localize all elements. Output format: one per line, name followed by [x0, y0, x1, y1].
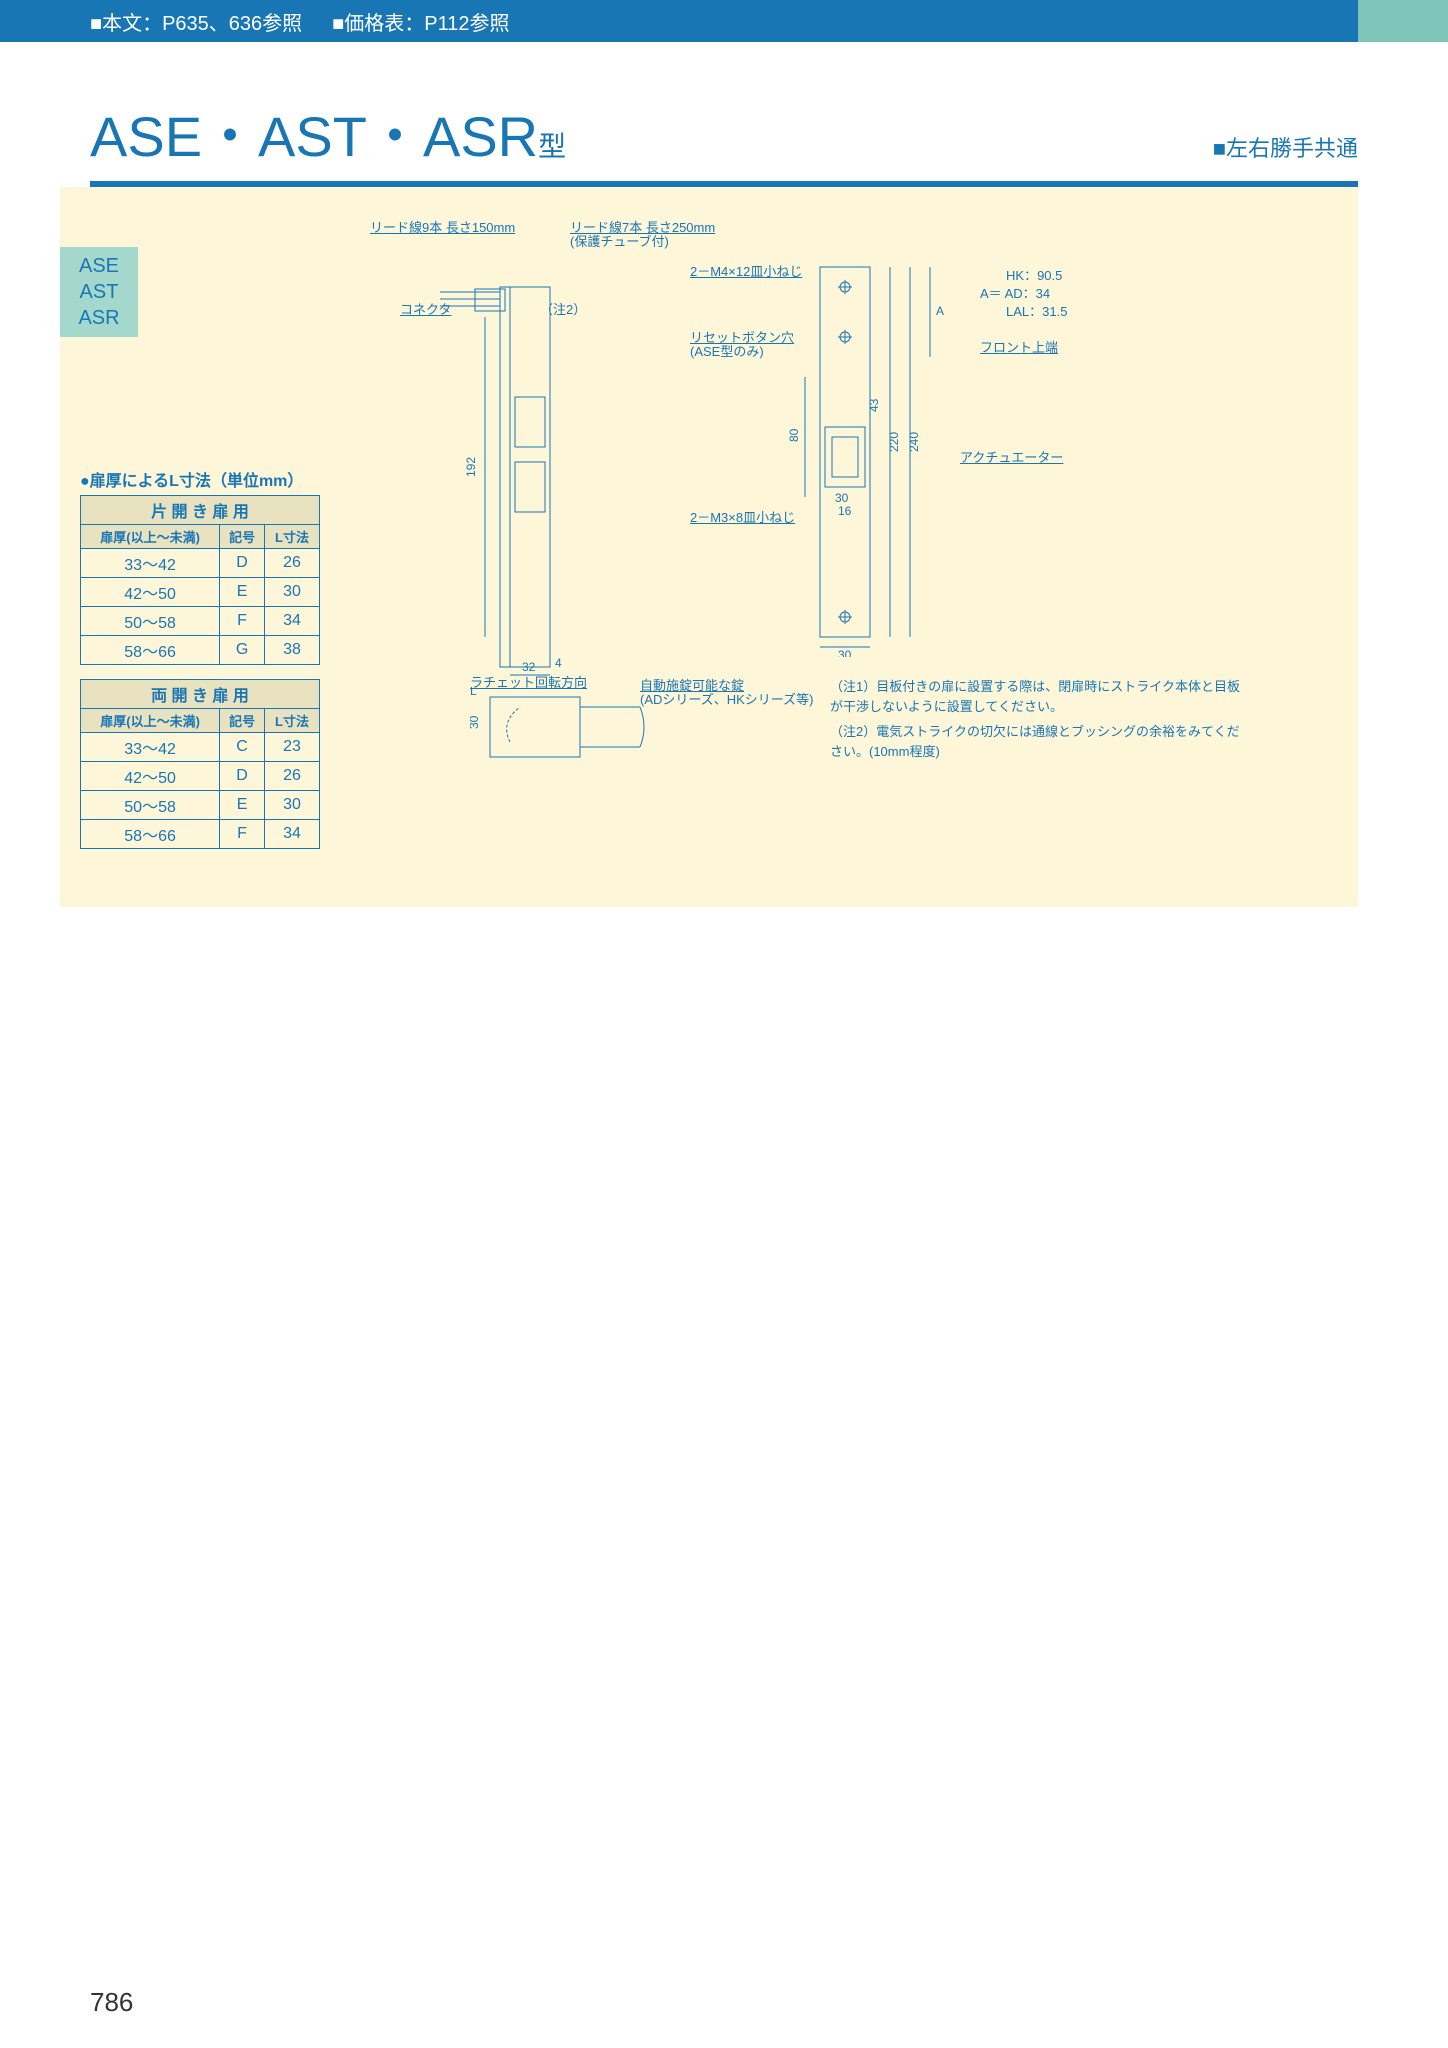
tables-caption: ●扉厚によるL寸法（単位mm） [80, 467, 340, 491]
right-drawing: 220 240 80 43 30 16 30 A [720, 237, 1000, 657]
diagram-area: 192 32 4 [360, 217, 1338, 797]
label-front-top: フロント上端 [980, 337, 1058, 356]
label-connector: コネクタ [400, 299, 451, 318]
label-autolock-sub: (ADシリーズ、HKシリーズ等) [640, 689, 813, 708]
svg-text:220: 220 [887, 432, 901, 452]
svg-text:4: 4 [555, 656, 562, 670]
note-2: （注2）電気ストライクの切欠には通線とブッシングの余裕をみてください。(10mm… [830, 722, 1250, 761]
notes-block: （注1）目板付きの扉に設置する際は、閉扉時にストライク本体と目板が干渉しないよう… [830, 677, 1250, 761]
note-1: （注1）目板付きの扉に設置する際は、閉扉時にストライク本体と目板が干渉しないよう… [830, 677, 1250, 716]
title-right-note: ■左右勝手共通 [1213, 131, 1358, 163]
label-lead9: リード線9本 長さ150mm [370, 217, 515, 236]
content-panel: ASE AST ASR ●扉厚によるL寸法（単位mm） 片 開 き 扉 用 扉厚… [60, 187, 1358, 907]
product-title: ASE・AST・ASR型 [90, 92, 566, 173]
table-double-door: 両 開 き 扉 用 扉厚(以上～未満) 記号 L寸法 33～42C23 42～5… [80, 679, 320, 849]
label-reset-sub: (ASE型のみ) [690, 341, 764, 360]
top-reference-bar: ■本文：P635、636参照 ■価格表：P112参照 [0, 0, 1448, 42]
teal-corner-strip [1358, 0, 1448, 42]
label-ratchet: ラチェット回転方向 [470, 672, 587, 691]
svg-text:192: 192 [464, 457, 478, 477]
t2-header: 両 開 き 扉 用 [81, 680, 320, 709]
svg-text:80: 80 [787, 428, 801, 442]
svg-text:A: A [936, 304, 944, 318]
side-tab: ASE AST ASR [60, 247, 138, 337]
title-main-text: ASE・AST・ASR [90, 105, 538, 168]
svg-text:30: 30 [838, 648, 852, 657]
t1-header: 片 開 き 扉 用 [81, 496, 320, 525]
page-number: 786 [90, 1987, 133, 2018]
label-m3: 2－M3×8皿小ねじ [690, 507, 795, 526]
title-row: ASE・AST・ASR型 ■左右勝手共通 [0, 42, 1448, 181]
label-actuator: アクチュエーター [960, 447, 1063, 466]
table-single-door: 片 開 き 扉 用 扉厚(以上～未満) 記号 L寸法 33～42D26 42～5… [80, 495, 320, 665]
svg-text:43: 43 [867, 398, 881, 412]
svg-text:240: 240 [907, 432, 921, 452]
label-m4: 2－M4×12皿小ねじ [690, 261, 802, 280]
svg-text:30: 30 [835, 491, 849, 505]
label-tube: (保護チューブ付) [570, 231, 669, 250]
ref-text-body: ■本文：P635、636参照 [90, 7, 302, 36]
svg-text:30: 30 [470, 715, 481, 729]
ref-text-price: ■価格表：P112参照 [332, 7, 509, 36]
label-a-values: HK：90.5 A＝ AD：34 LAL：31.5 [980, 267, 1067, 322]
label-note2ref: （注2） [540, 299, 586, 318]
title-suffix: 型 [538, 131, 566, 162]
svg-text:16: 16 [838, 504, 852, 518]
